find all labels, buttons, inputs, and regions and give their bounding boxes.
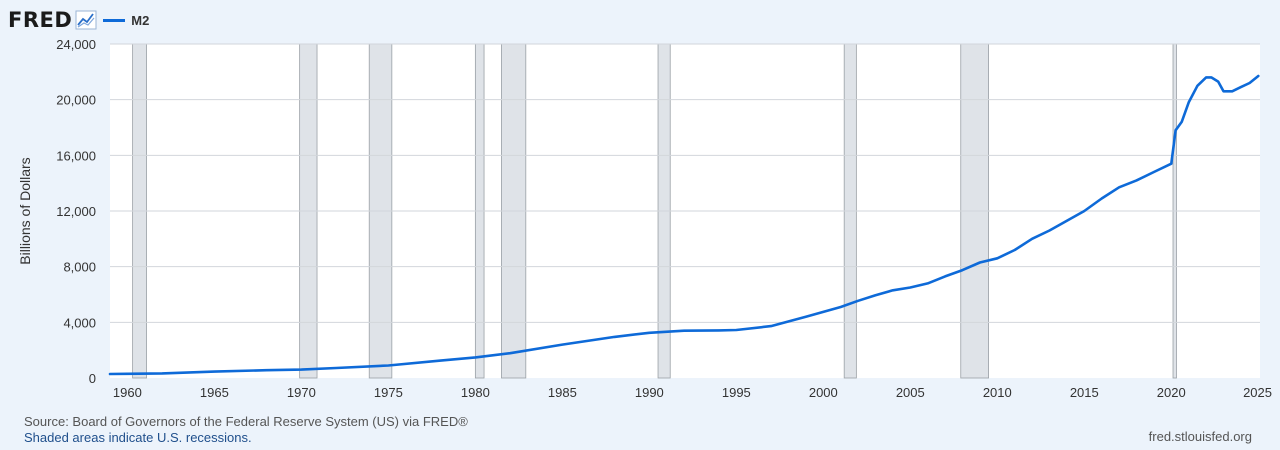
y-tick-label: 12,000 <box>56 204 96 219</box>
y-axis-label: Billions of Dollars <box>17 157 33 264</box>
source-text: Source: Board of Governors of the Federa… <box>24 414 468 429</box>
x-tick-label: 1975 <box>374 385 403 400</box>
y-tick-label: 4,000 <box>63 315 96 330</box>
legend: M2 <box>103 13 149 28</box>
x-tick-label: 1960 <box>113 385 142 400</box>
x-tick-label: 2015 <box>1070 385 1099 400</box>
y-tick-label: 16,000 <box>56 148 96 163</box>
x-tick-label: 2020 <box>1157 385 1186 400</box>
y-tick-labels: 0 4,000 8,000 12,000 16,000 20,000 24,000 <box>56 37 96 386</box>
recession-note: Shaded areas indicate U.S. recessions. <box>24 430 252 445</box>
series-lines <box>108 74 1260 376</box>
y-tick-label: 0 <box>89 371 96 386</box>
site-link[interactable]: fred.stlouisfed.org <box>1148 429 1252 444</box>
y-tick-label: 8,000 <box>63 260 96 275</box>
x-tick-label: 2010 <box>983 385 1012 400</box>
y-tick-label: 24,000 <box>56 37 96 52</box>
y-tick-label: 20,000 <box>56 93 96 108</box>
x-tick-label: 2025 <box>1243 385 1272 400</box>
x-tick-label: 1965 <box>200 385 229 400</box>
x-tick-label: 1990 <box>635 385 664 400</box>
legend-swatch <box>103 18 126 22</box>
x-tick-labels: 1960 1965 1970 1975 1980 1985 1990 1995 2000 2005… <box>113 385 1272 400</box>
x-tick-label: 2000 <box>809 385 838 400</box>
x-tick-label: 2005 <box>896 385 925 400</box>
grid-lines <box>110 43 1260 323</box>
x-tick-label: 1970 <box>287 385 316 400</box>
chart-header: FRED M2 <box>8 6 149 34</box>
x-tick-label: 1980 <box>461 385 490 400</box>
x-tick-label: 1995 <box>722 385 751 400</box>
footer-notes: Source: Board of Governors of the Federa… <box>24 414 468 446</box>
fred-logo[interactable]: FRED <box>8 8 73 32</box>
series-line-m2 <box>108 74 1260 376</box>
x-tick-label: 1985 <box>548 385 577 400</box>
legend-label-m2: M2 <box>131 12 150 28</box>
line-chart-icon <box>75 10 97 30</box>
